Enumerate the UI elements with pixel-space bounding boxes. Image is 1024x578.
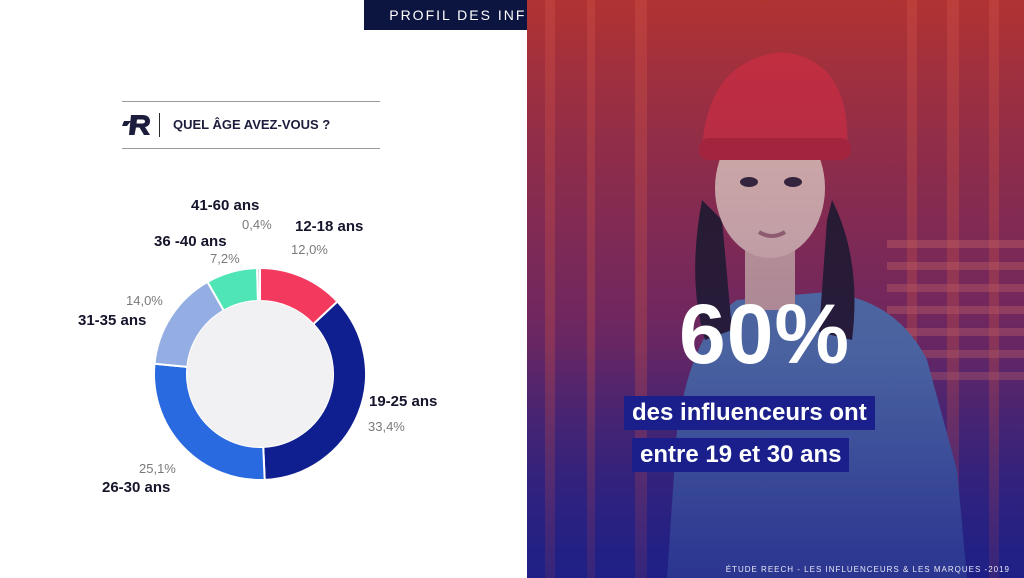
big-stat-value: 60%	[679, 287, 851, 381]
label-cat-31-35: 31-35 ans	[78, 312, 147, 329]
label-cat-26-30: 26-30 ans	[102, 479, 171, 496]
label-pct-31-35: 14,0%	[126, 293, 163, 308]
donut-center	[187, 301, 333, 447]
stat-line-1: des influenceurs ont	[624, 396, 875, 430]
question-divider	[159, 113, 160, 137]
label-pct-36-40: 7,2%	[210, 251, 240, 266]
chart-panel: QUEL ÂGE AVEZ-VOUS ? 41-60 ans 0,4% 12-1…	[78, 101, 438, 496]
label-pct-12-18: 12,0%	[291, 242, 328, 257]
age-donut-chart	[153, 266, 367, 481]
label-cat-19-25: 19-25 ans	[369, 393, 438, 410]
label-cat-41-60: 41-60 ans	[191, 197, 260, 214]
label-cat-36-40: 36 -40 ans	[154, 233, 227, 250]
question-text: QUEL ÂGE AVEZ-VOUS ?	[173, 117, 331, 132]
label-pct-26-30: 25,1%	[139, 461, 176, 476]
footer-note: ÉTUDE REECH - LES INFLUENCEURS & LES MAR…	[725, 565, 1010, 574]
donut-slice-41-60ans	[256, 266, 261, 303]
stat-line-2: entre 19 et 30 ans	[632, 438, 850, 472]
photo-panel: 60% des influenceurs ont entre 19 et 30 …	[527, 0, 1024, 578]
label-pct-19-25: 33,4%	[368, 419, 405, 434]
question-box: QUEL ÂGE AVEZ-VOUS ?	[122, 101, 380, 149]
reech-logo-icon	[122, 115, 150, 135]
label-cat-12-18: 12-18 ans	[295, 218, 364, 235]
influencer-photo	[527, 0, 1024, 578]
label-pct-41-60: 0,4%	[242, 217, 272, 232]
